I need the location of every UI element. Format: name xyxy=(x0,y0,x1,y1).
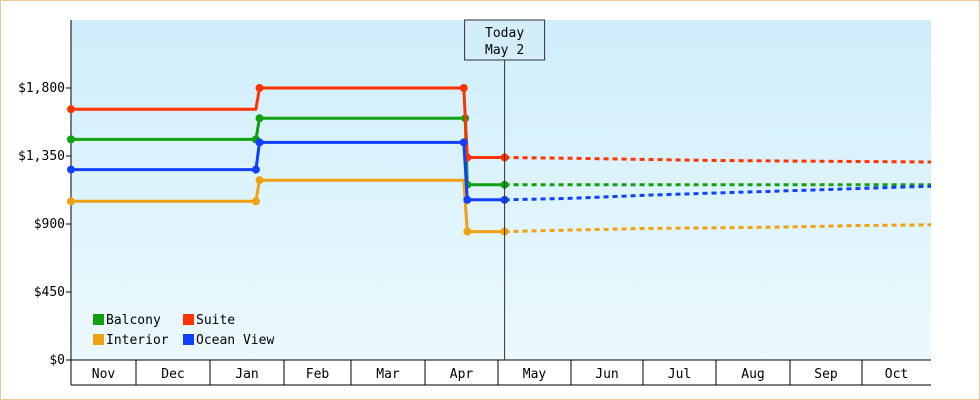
price-point xyxy=(67,105,75,114)
x-axis: Nov Dec Jan Feb Mar Apr May Jun Jul Aug Sep Oct xyxy=(70,359,931,386)
forecast-price-line xyxy=(504,184,932,202)
legend: Balcony Suite Interior Ocean View xyxy=(93,313,274,348)
legend-label: Interior xyxy=(106,333,169,348)
price-point xyxy=(255,176,264,185)
month-label-aug: Aug xyxy=(741,367,764,382)
y-tick-label: $900 xyxy=(34,217,65,232)
month-label-jun: Jun xyxy=(595,367,618,382)
legend-label: Suite xyxy=(196,313,235,328)
price-point xyxy=(463,195,472,204)
legend-item-balcony: Balcony xyxy=(93,313,161,328)
historical-price-line xyxy=(71,86,505,159)
series-suite xyxy=(67,84,932,164)
y-tick-label: $450 xyxy=(34,285,65,300)
series-layer xyxy=(67,84,932,236)
price-point xyxy=(255,114,264,123)
historical-price-line xyxy=(71,116,505,187)
month-label-apr: Apr xyxy=(450,367,474,382)
legend-swatch xyxy=(93,314,104,325)
today-date: May 2 xyxy=(485,43,524,58)
price-point xyxy=(463,227,472,236)
month-label-sep: Sep xyxy=(814,367,838,382)
y-axis: $0 $450 $900 $1,350 $1,800 xyxy=(18,20,72,368)
month-label-oct: Oct xyxy=(885,367,908,382)
series-ocean-view xyxy=(67,138,932,204)
price-point xyxy=(67,197,75,206)
legend-item-ocean-view: Ocean View xyxy=(183,333,274,348)
price-point xyxy=(255,138,264,147)
legend-swatch xyxy=(93,334,104,345)
y-tick-label: $1,350 xyxy=(18,149,65,164)
price-point xyxy=(255,84,264,92)
price-point xyxy=(459,138,468,147)
price-point xyxy=(251,165,260,174)
price-point xyxy=(67,165,75,174)
legend-swatch xyxy=(183,334,194,345)
legend-label: Balcony xyxy=(106,313,161,328)
today-marker: Today May 2 xyxy=(464,19,546,360)
price-point xyxy=(251,197,260,206)
month-label-nov: Nov xyxy=(92,367,116,382)
historical-price-line xyxy=(71,140,505,202)
y-tick-label: $0 xyxy=(49,353,65,368)
legend-swatch xyxy=(183,314,194,325)
y-tick-label: $1,800 xyxy=(18,81,65,96)
month-label-jan: Jan xyxy=(235,367,258,382)
month-label-jul: Jul xyxy=(668,367,691,382)
month-label-may: May xyxy=(523,367,547,382)
legend-item-suite: Suite xyxy=(183,313,235,328)
series-balcony xyxy=(67,114,931,189)
historical-price-line xyxy=(71,178,505,234)
forecast-price-line xyxy=(504,223,932,234)
price-point xyxy=(459,84,468,92)
month-label-dec: Dec xyxy=(161,367,184,382)
price-point xyxy=(67,135,75,144)
today-label: Today xyxy=(485,26,524,41)
forecast-price-line xyxy=(504,156,932,164)
month-label-mar: Mar xyxy=(376,367,400,382)
legend-item-interior: Interior xyxy=(93,333,169,348)
series-interior xyxy=(67,176,932,236)
today-box xyxy=(464,19,546,61)
month-label-feb: Feb xyxy=(306,367,330,382)
legend-label: Ocean View xyxy=(196,333,274,348)
